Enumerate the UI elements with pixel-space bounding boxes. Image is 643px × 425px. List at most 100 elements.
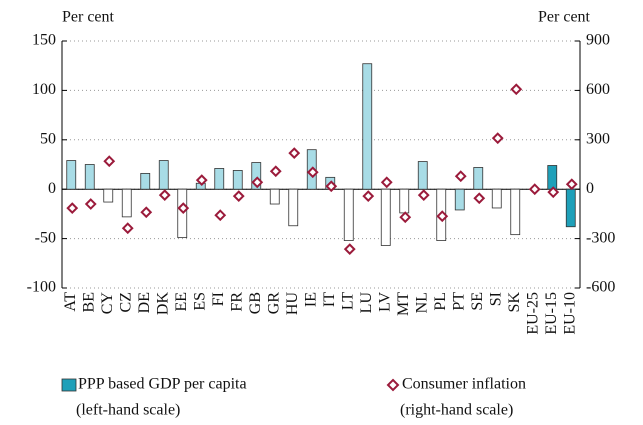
bar (251, 162, 262, 190)
x-tick-label: SE (469, 292, 486, 311)
bar (269, 188, 280, 205)
marker (528, 183, 541, 196)
y-tick-label: -50 (35, 229, 56, 246)
bar (84, 164, 95, 190)
marker (84, 198, 97, 210)
x-tick-label: EE (173, 292, 190, 312)
bar (399, 188, 410, 214)
x-tick-label: DK (154, 292, 171, 316)
marker (214, 209, 227, 222)
marker (306, 166, 319, 179)
legend-swatch (61, 378, 77, 392)
y2-tick-label: 300 (586, 130, 610, 147)
x-tick-label: FI (210, 292, 227, 306)
x-tick-label: EU-15 (543, 292, 560, 335)
marker (232, 190, 245, 203)
x-tick-label: GB (247, 292, 264, 314)
bar (491, 188, 502, 209)
y-tick-label: 50 (40, 130, 56, 147)
marker (177, 202, 190, 215)
y2-tick-label: 0 (586, 180, 594, 197)
marker (454, 170, 467, 183)
marker (103, 155, 116, 168)
bar (232, 170, 243, 190)
bar (214, 168, 225, 190)
x-tick-label: GR (265, 292, 282, 315)
x-tick-label: LV (376, 292, 393, 312)
marker (325, 180, 338, 193)
marker (140, 206, 153, 219)
marker (491, 132, 504, 145)
marker (362, 190, 375, 203)
bar (103, 188, 114, 203)
bar (510, 188, 521, 236)
y-tick-label: 150 (32, 32, 56, 49)
x-tick-label: DE (136, 292, 153, 313)
marker (547, 186, 560, 199)
x-tick-label: PL (432, 292, 449, 311)
marker (195, 174, 208, 187)
x-tick-label: SK (506, 292, 523, 313)
x-tick-label: EU-10 (561, 292, 578, 335)
bar (121, 188, 132, 218)
x-tick-label: CY (99, 292, 116, 315)
marker (417, 189, 430, 202)
x-tick-label: HU (284, 292, 301, 316)
x-tick-label: AT (62, 292, 79, 312)
y-tick-label: -100 (27, 279, 56, 296)
x-tick-label: LU (358, 292, 375, 314)
bar (362, 63, 373, 190)
legend-note: (left-hand scale) (76, 402, 180, 419)
marker (380, 176, 393, 189)
y-axis-label: Per cent (62, 9, 115, 26)
bar (380, 188, 391, 246)
x-tick-label: PT (450, 292, 467, 311)
legend-note: (right-hand scale) (400, 402, 513, 419)
y2-tick-label: -600 (586, 279, 615, 296)
y2-tick-label: 900 (586, 32, 610, 49)
x-tick-label: ES (191, 292, 208, 311)
bar (177, 188, 188, 239)
x-tick-label: LT (339, 292, 356, 310)
marker (565, 178, 578, 191)
marker (436, 210, 449, 223)
bar (343, 188, 354, 241)
x-tick-label: IE (302, 292, 319, 307)
x-tick-label: CZ (117, 292, 134, 312)
y2-tick-label: 600 (586, 81, 610, 98)
marker (158, 189, 171, 202)
bar (454, 188, 465, 211)
bar (158, 160, 169, 190)
y-tick-label: 100 (32, 81, 56, 98)
bar (565, 188, 576, 228)
y2-axis-label: Per cent (538, 9, 591, 26)
y2-tick-label: -300 (586, 229, 615, 246)
marker (343, 243, 356, 256)
legend-label: Consumer inflation (402, 376, 526, 393)
marker (66, 202, 79, 215)
x-tick-label: FR (228, 292, 245, 312)
marker (510, 83, 523, 96)
x-tick-label: IT (321, 292, 338, 307)
x-tick-label: SI (487, 292, 504, 306)
y-tick-label: 0 (48, 180, 56, 197)
marker (473, 192, 486, 205)
x-tick-label: EU-25 (524, 292, 541, 335)
bar (473, 167, 484, 190)
bar (417, 161, 428, 190)
bar (140, 172, 151, 190)
x-tick-label: BE (80, 292, 97, 312)
marker (288, 147, 301, 160)
legend-swatch (386, 378, 400, 392)
bar (66, 160, 77, 190)
marker (399, 211, 412, 224)
bar (288, 188, 299, 227)
bar (547, 165, 558, 190)
x-tick-label: MT (395, 292, 412, 316)
marker (251, 176, 264, 189)
legend-label: PPP based GDP per capita (78, 376, 247, 393)
marker (121, 222, 134, 235)
x-tick-label: NL (413, 292, 430, 313)
